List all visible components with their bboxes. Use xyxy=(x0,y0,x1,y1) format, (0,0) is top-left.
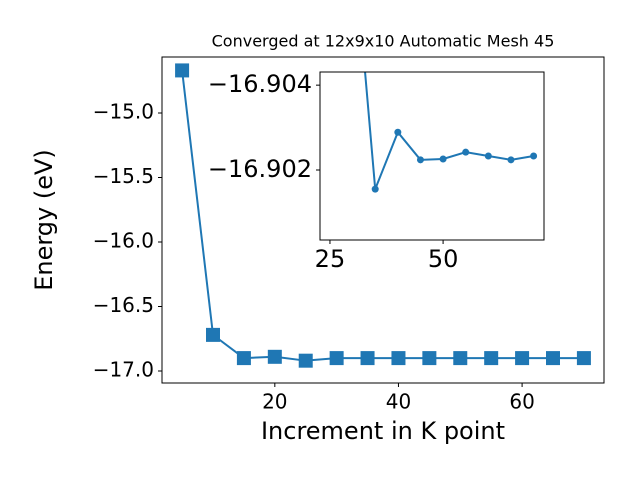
marker xyxy=(371,185,379,193)
marker xyxy=(360,351,375,366)
x-tick-label: 60 xyxy=(509,390,534,414)
marker xyxy=(484,351,499,366)
marker xyxy=(329,351,344,366)
marker xyxy=(530,152,538,160)
chart-title: Converged at 12x9x10 Automatic Mesh 45 xyxy=(212,32,555,51)
axes-frame xyxy=(161,56,605,384)
x-axis-label: Increment in K point xyxy=(261,417,505,445)
marker xyxy=(394,128,402,136)
marker xyxy=(515,351,530,366)
marker xyxy=(484,152,492,160)
y-tick-label: −16.0 xyxy=(93,228,154,252)
y-tick-label: −17.0 xyxy=(93,358,154,382)
y-tick-label: −15.0 xyxy=(93,99,154,123)
x-tick-label: 20 xyxy=(262,390,287,414)
marker xyxy=(422,351,437,366)
marker xyxy=(236,351,251,366)
marker xyxy=(507,156,515,164)
marker xyxy=(267,349,282,364)
y-tick-label: −16.5 xyxy=(93,293,154,317)
plot-area xyxy=(320,72,544,240)
y-tick-label: −15.5 xyxy=(93,164,154,188)
y-tick-label: −16.904 xyxy=(208,70,312,98)
marker xyxy=(439,155,447,163)
marker xyxy=(462,148,470,156)
y-axis-label: Energy (eV) xyxy=(30,149,58,291)
plot-content xyxy=(175,63,591,368)
y-tick-label: −16.902 xyxy=(208,155,312,183)
x-tick-label: 40 xyxy=(386,390,411,414)
marker xyxy=(546,351,560,366)
x-tick-label: 50 xyxy=(428,245,459,273)
marker xyxy=(416,156,424,164)
marker xyxy=(206,327,220,342)
marker xyxy=(175,63,190,78)
plot-content xyxy=(364,72,538,193)
marker xyxy=(453,351,468,366)
marker xyxy=(298,353,313,368)
marker xyxy=(391,351,406,366)
x-tick-label: 25 xyxy=(315,245,346,273)
marker xyxy=(576,351,591,366)
axes-frame xyxy=(319,71,545,241)
